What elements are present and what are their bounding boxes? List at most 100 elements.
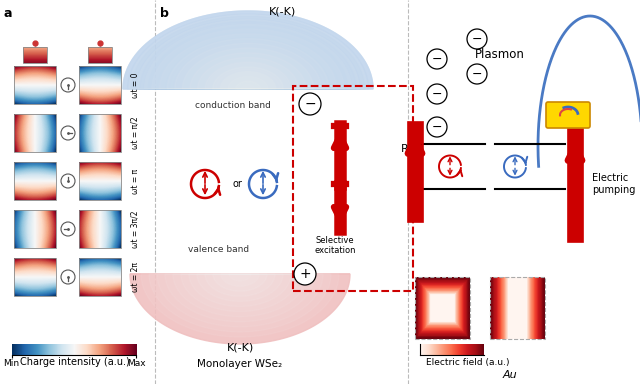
Text: RET: RET	[401, 144, 422, 154]
Text: Selective
excitation: Selective excitation	[314, 236, 356, 255]
Circle shape	[427, 84, 447, 104]
Polygon shape	[148, 27, 348, 89]
Polygon shape	[129, 15, 367, 89]
Text: ωt = π/2: ωt = π/2	[131, 117, 140, 149]
Text: conduction band: conduction band	[195, 101, 271, 111]
Polygon shape	[207, 64, 289, 89]
Text: −: −	[472, 68, 483, 81]
Text: a: a	[4, 7, 13, 20]
Text: −: −	[304, 97, 316, 111]
Polygon shape	[182, 48, 314, 89]
Polygon shape	[246, 88, 250, 89]
Circle shape	[294, 263, 316, 285]
Polygon shape	[136, 19, 360, 89]
Polygon shape	[195, 56, 301, 89]
Polygon shape	[175, 43, 321, 89]
Text: valence band: valence band	[188, 245, 249, 253]
Bar	[14, 162, 56, 200]
Polygon shape	[186, 51, 310, 89]
Polygon shape	[220, 72, 276, 89]
Text: −: −	[432, 88, 442, 101]
Polygon shape	[190, 53, 306, 89]
Text: Au: Au	[502, 370, 517, 380]
Circle shape	[61, 174, 75, 188]
Bar	[79, 258, 121, 296]
Polygon shape	[167, 38, 329, 89]
Polygon shape	[178, 45, 318, 89]
Polygon shape	[130, 274, 350, 344]
Polygon shape	[145, 25, 351, 89]
Polygon shape	[205, 274, 275, 296]
Circle shape	[427, 49, 447, 69]
Text: +: +	[299, 267, 311, 281]
Polygon shape	[197, 274, 283, 301]
Text: −: −	[432, 53, 442, 66]
Polygon shape	[152, 30, 344, 89]
Bar	[23, 47, 47, 63]
Polygon shape	[204, 61, 292, 89]
Circle shape	[467, 29, 487, 49]
Bar	[293, 86, 413, 291]
Polygon shape	[220, 72, 276, 89]
Polygon shape	[161, 35, 335, 89]
Polygon shape	[221, 274, 259, 286]
Polygon shape	[152, 29, 344, 89]
Polygon shape	[165, 274, 315, 322]
Bar	[490, 277, 545, 339]
Polygon shape	[236, 81, 260, 89]
Text: −: −	[432, 121, 442, 134]
Polygon shape	[173, 43, 323, 89]
Polygon shape	[123, 11, 373, 89]
Text: Electric field (a.u.): Electric field (a.u.)	[426, 358, 509, 366]
Polygon shape	[225, 74, 271, 89]
Polygon shape	[137, 20, 359, 89]
Bar	[79, 210, 121, 248]
Polygon shape	[149, 274, 331, 332]
Circle shape	[61, 126, 75, 140]
Polygon shape	[141, 274, 339, 337]
Bar	[79, 114, 121, 152]
Bar	[14, 66, 56, 104]
Circle shape	[467, 64, 487, 84]
Text: K(-K): K(-K)	[269, 7, 296, 17]
Bar	[415, 277, 470, 339]
Polygon shape	[233, 79, 263, 89]
Polygon shape	[241, 85, 255, 89]
Bar	[88, 47, 112, 63]
Polygon shape	[228, 77, 268, 89]
Polygon shape	[157, 32, 339, 89]
Bar	[14, 114, 56, 152]
FancyBboxPatch shape	[546, 102, 590, 128]
Polygon shape	[229, 274, 251, 281]
Polygon shape	[123, 11, 373, 89]
Polygon shape	[191, 53, 305, 89]
Circle shape	[427, 117, 447, 137]
Circle shape	[61, 222, 75, 236]
Text: K(-K): K(-K)	[227, 342, 253, 352]
Polygon shape	[216, 69, 280, 89]
Polygon shape	[144, 24, 352, 89]
Polygon shape	[159, 34, 337, 89]
Bar	[79, 162, 121, 200]
Bar	[14, 210, 56, 248]
Text: Charge intensity (a.u.): Charge intensity (a.u.)	[20, 357, 130, 367]
Polygon shape	[212, 67, 284, 89]
Polygon shape	[140, 22, 356, 89]
Polygon shape	[189, 274, 291, 306]
Circle shape	[61, 270, 75, 284]
Bar	[14, 258, 56, 296]
Polygon shape	[157, 274, 323, 327]
Polygon shape	[199, 58, 297, 89]
Text: −: −	[472, 33, 483, 45]
Text: ωt = 3π/2: ωt = 3π/2	[131, 210, 140, 248]
Polygon shape	[181, 274, 299, 311]
Polygon shape	[127, 14, 369, 89]
Text: Plasmon: Plasmon	[475, 48, 525, 61]
Polygon shape	[170, 40, 326, 89]
Text: Monolayer WSe₂: Monolayer WSe₂	[197, 359, 283, 369]
Text: Electric
pumping: Electric pumping	[592, 173, 636, 195]
Text: ωt = π: ωt = π	[131, 168, 140, 194]
Circle shape	[61, 78, 75, 92]
Polygon shape	[182, 48, 314, 89]
Polygon shape	[165, 37, 331, 89]
